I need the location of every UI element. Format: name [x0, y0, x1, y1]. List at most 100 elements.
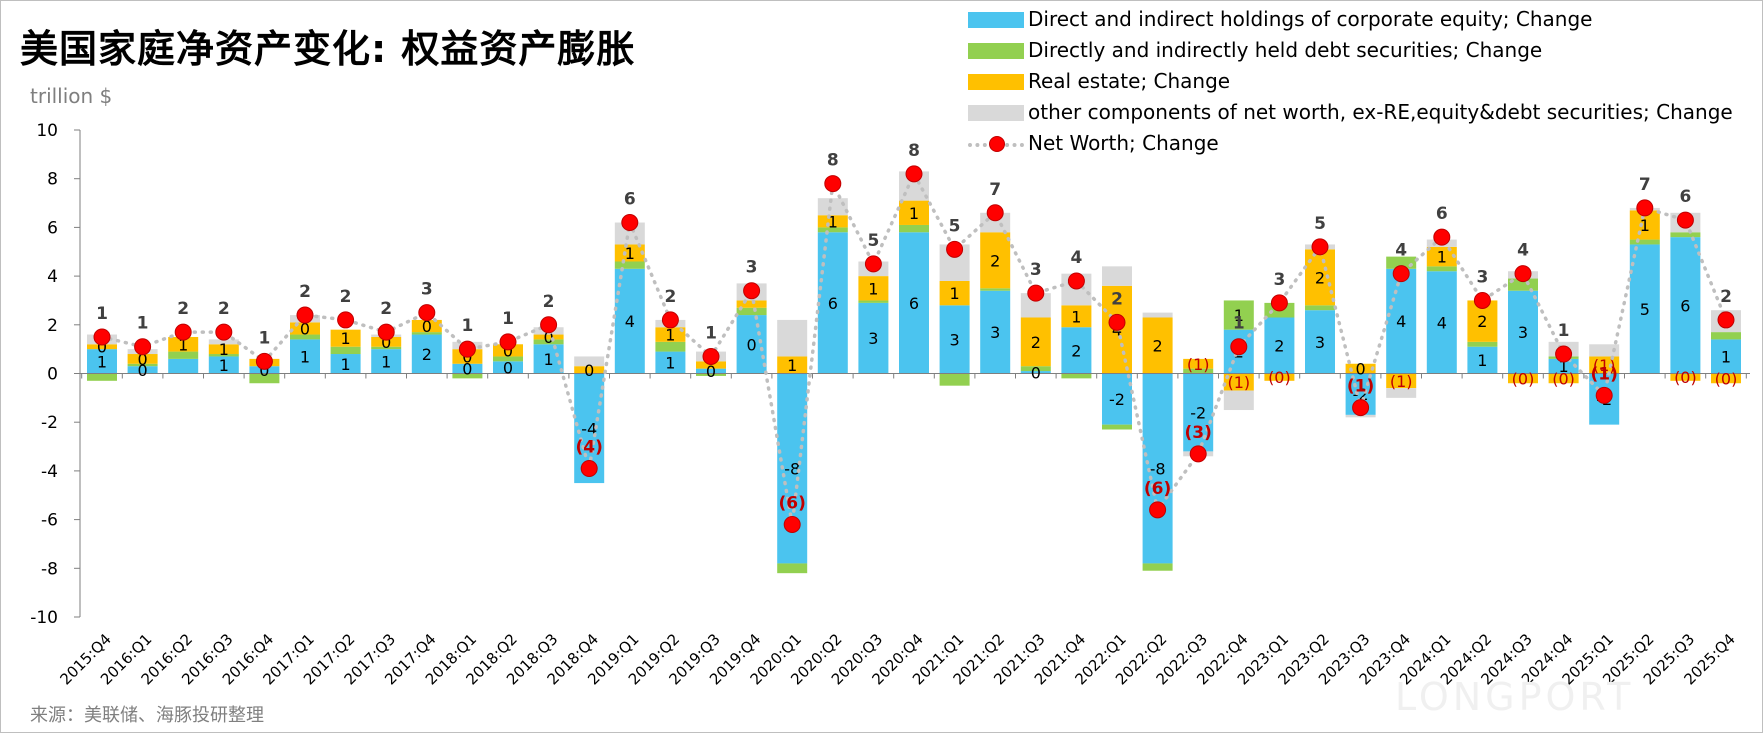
segment-label-equity: 1 — [1477, 351, 1487, 370]
bar-segment-other — [1345, 414, 1376, 418]
net-worth-point — [1352, 399, 1370, 417]
bar-segment-re — [208, 344, 239, 355]
bar-segment-debt — [1670, 232, 1701, 238]
net-worth-point — [215, 323, 233, 341]
bar-segment-debt — [1305, 305, 1335, 311]
segment-label-equity: 5 — [1640, 300, 1650, 319]
segment-label-equity: 3 — [1518, 323, 1528, 342]
segment-label-equity: 1 — [1721, 347, 1731, 366]
segment-label-re: (0) — [1268, 368, 1291, 387]
bar-segment-re — [533, 334, 564, 340]
net-worth-label: (6) — [1144, 479, 1171, 499]
bar-segment-re — [168, 336, 199, 352]
net-worth-label: 1 — [502, 309, 514, 329]
source-note: 来源：美联储、海豚投研整理 — [30, 705, 264, 726]
bar-segment-other — [1589, 344, 1620, 357]
bar-segment-re — [1345, 363, 1376, 374]
segment-label-re: 1 — [625, 244, 635, 263]
net-worth-label: 1 — [1558, 321, 1570, 341]
bar-segment-re — [1305, 249, 1335, 306]
legend-swatch-debt — [968, 43, 1024, 59]
bar-segment-re — [655, 327, 686, 342]
bar-segment-equity — [411, 334, 442, 374]
net-worth-point — [1636, 199, 1654, 217]
bar-segment-debt — [493, 356, 523, 362]
y-tick-label: 10 — [36, 121, 58, 141]
net-worth-label: 2 — [299, 282, 311, 302]
bar-segment-debt — [290, 334, 320, 340]
bar-segment-re — [777, 356, 808, 374]
net-worth-label: 1 — [461, 316, 473, 336]
segment-label-equity: 1 — [544, 350, 554, 369]
bar-segment-debt — [1061, 373, 1092, 379]
net-worth-point — [337, 311, 355, 329]
bar-segment-re — [1142, 317, 1173, 374]
net-worth-label: 3 — [1273, 270, 1285, 290]
segment-label-equity: 1 — [1559, 357, 1569, 376]
watermark-logo: LONGPORT — [1395, 675, 1635, 719]
segment-label-equity: 0 — [462, 360, 472, 379]
bar-segment-re — [1264, 373, 1295, 381]
bar-segment-other — [208, 339, 239, 345]
segment-label-re: 1 — [868, 279, 878, 298]
net-worth-label: 4 — [1070, 248, 1082, 268]
bar-segment-re — [817, 215, 848, 228]
bar-segment-re — [1426, 246, 1457, 267]
net-worth-point — [661, 311, 679, 329]
segment-label-re: (1) — [1227, 373, 1250, 392]
bar-segment-re — [1589, 356, 1620, 374]
bar-segment-debt — [208, 354, 239, 357]
segment-label-re: 1 — [828, 212, 838, 231]
bar-segment-equity — [533, 344, 564, 374]
bar-segment-other — [574, 356, 605, 367]
segment-label-re: (1) — [1187, 355, 1210, 374]
net-worth-label: 2 — [218, 299, 230, 319]
bar-segment-debt — [168, 351, 199, 359]
bar-segment-debt — [655, 341, 686, 352]
net-worth-point — [255, 352, 273, 370]
net-worth-label: 5 — [867, 231, 879, 251]
y-tick-label: -4 — [41, 462, 58, 482]
bar-segment-re — [736, 300, 767, 308]
segment-label-re: 2 — [1153, 336, 1163, 355]
bar-segment-debt — [1711, 332, 1741, 340]
bar-segment-other — [1142, 312, 1173, 318]
segment-label-re: (0) — [1552, 369, 1575, 388]
legend-marker-net-worth — [989, 136, 1005, 152]
legend-label-equity: Direct and indirect holdings of corporat… — [1028, 7, 1593, 31]
bar-segment-other — [1102, 266, 1132, 286]
net-worth-point — [1149, 501, 1167, 519]
bar-segment-equity — [1467, 346, 1498, 374]
segment-label-equity: 3 — [950, 330, 960, 349]
bar-segment-equity — [858, 302, 889, 374]
bar-segment-other — [1386, 388, 1417, 398]
bar-segment-re — [1386, 373, 1417, 389]
segment-label-equity: 1 — [341, 355, 351, 374]
net-worth-point — [1717, 311, 1735, 329]
net-worth-point — [1230, 338, 1248, 356]
bar-segment-equity — [1711, 339, 1741, 374]
bar-segment-equity — [249, 366, 280, 374]
net-worth-point — [1270, 294, 1288, 312]
segment-label-equity: 0 — [706, 362, 716, 381]
bar-segment-equity — [655, 351, 686, 374]
net-worth-label: (1) — [1591, 364, 1618, 384]
net-worth-label: 1 — [258, 328, 270, 348]
net-worth-label: (3) — [1185, 423, 1212, 443]
segment-label-equity: 6 — [909, 294, 919, 313]
net-worth-label: 3 — [1476, 267, 1488, 287]
segment-label-re: 2 — [1315, 268, 1325, 287]
net-worth-label: 8 — [908, 141, 920, 161]
net-worth-point — [1473, 291, 1491, 309]
net-worth-label: 2 — [1111, 289, 1123, 309]
net-worth-label: (4) — [576, 437, 603, 457]
segment-label-equity: 2 — [1071, 341, 1081, 360]
net-worth-point — [1676, 211, 1694, 229]
net-worth-point — [93, 328, 111, 346]
bar-segment-debt — [411, 332, 442, 335]
net-worth-label: 1 — [137, 314, 149, 334]
bar-segment-equity — [736, 315, 767, 374]
net-worth-label: 2 — [177, 299, 189, 319]
net-worth-label: 4 — [1395, 241, 1407, 261]
